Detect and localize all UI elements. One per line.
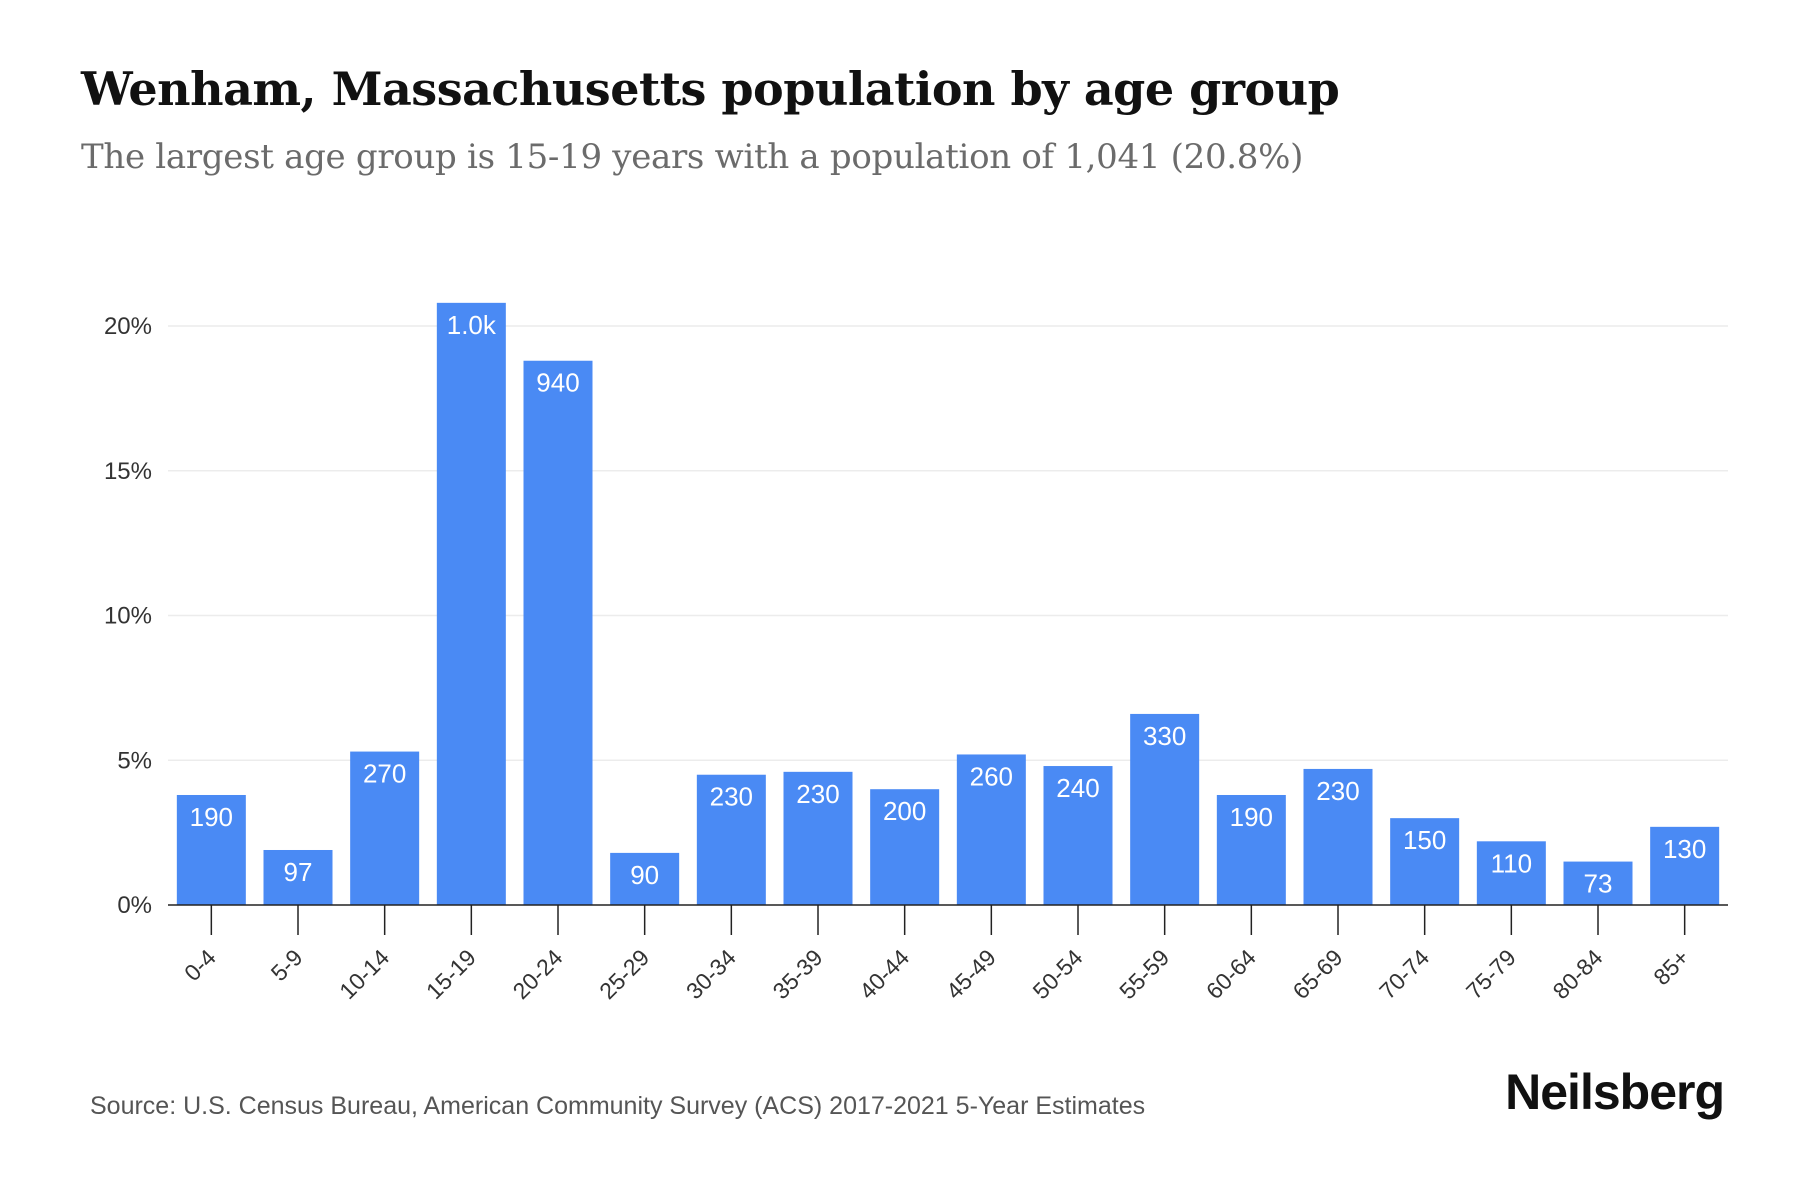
data-label: 97: [284, 857, 313, 887]
data-label: 73: [1584, 869, 1613, 899]
x-tick-label: 5-9: [266, 944, 308, 986]
data-label: 940: [536, 368, 579, 398]
data-label: 1.0k: [447, 310, 497, 340]
x-tick-label: 40-44: [854, 944, 914, 1004]
x-tick-label: 60-64: [1201, 944, 1261, 1004]
x-tick-label: 70-74: [1374, 944, 1434, 1004]
data-label: 330: [1143, 721, 1186, 751]
y-tick-label: 15%: [104, 458, 152, 485]
x-tick-label: 0-4: [179, 944, 221, 986]
bar: [436, 302, 506, 906]
x-tick-label: 25-29: [594, 944, 654, 1004]
data-label: 270: [363, 759, 406, 789]
x-tick-label: 65-69: [1288, 944, 1348, 1004]
data-label: 200: [883, 796, 926, 826]
data-label: 190: [190, 802, 233, 832]
data-label: 130: [1663, 834, 1706, 864]
x-tick-label: 75-79: [1461, 944, 1521, 1004]
x-tick-label: 15-19: [421, 944, 481, 1004]
bar: [176, 794, 246, 905]
bar: [523, 360, 593, 905]
x-tick-label: 10-14: [334, 944, 394, 1004]
y-axis-ticks: 0% 5% 10% 15% 20%: [104, 313, 152, 919]
x-tick-label: 30-34: [681, 944, 741, 1004]
bar: [1390, 818, 1460, 905]
x-tick-label: 50-54: [1028, 944, 1088, 1004]
bar: [263, 849, 333, 905]
x-tick-label: 85+: [1648, 944, 1694, 990]
x-axis-ticks: 0-4 5-9 10-14 15-19 20-24 25-29 30-34 35-39 40-4…: [179, 905, 1694, 1004]
y-tick-label: 10%: [104, 603, 152, 630]
data-label: 260: [970, 761, 1013, 791]
data-label: 240: [1056, 773, 1099, 803]
chart-title: Wenham, Massachusetts population by age …: [81, 62, 1340, 116]
data-label: 230: [710, 782, 753, 812]
y-tick-label: 0%: [117, 892, 152, 919]
bars: [176, 302, 1720, 906]
data-label: 110: [1491, 848, 1532, 878]
bar: [1130, 713, 1200, 905]
data-label: 230: [1316, 776, 1359, 806]
data-label: 150: [1403, 825, 1446, 855]
data-labels: 190 97 270 1.0k 940 90 230 230 200 260 240 330 190 23…: [190, 310, 1707, 899]
x-tick-label: 20-24: [508, 944, 568, 1004]
x-tick-label: 35-39: [768, 944, 828, 1004]
bar: [1216, 794, 1286, 905]
data-label: 190: [1230, 802, 1273, 832]
data-label: 90: [630, 860, 659, 890]
y-tick-label: 5%: [117, 747, 152, 774]
data-label: 230: [796, 779, 839, 809]
bar: [1303, 768, 1373, 905]
y-tick-label: 20%: [104, 313, 152, 340]
x-tick-label: 80-84: [1548, 944, 1608, 1004]
bar: [1563, 861, 1633, 905]
bar: [350, 751, 420, 905]
x-tick-label: 55-59: [1114, 944, 1174, 1004]
bar: [783, 771, 853, 905]
x-tick-label: 45-49: [941, 944, 1001, 1004]
bar: [1650, 826, 1720, 905]
source-note: Source: U.S. Census Bureau, American Com…: [90, 1092, 1146, 1120]
bar: [1476, 841, 1546, 905]
bar: [610, 852, 680, 905]
chart-subtitle: The largest age group is 15-19 years wit…: [81, 137, 1304, 177]
bar: [870, 789, 940, 905]
bar: [956, 754, 1026, 905]
bar: [696, 774, 766, 905]
bar: [1043, 766, 1113, 905]
brand-logo: Neilsberg: [1505, 1064, 1725, 1120]
gridlines: [168, 325, 1728, 761]
